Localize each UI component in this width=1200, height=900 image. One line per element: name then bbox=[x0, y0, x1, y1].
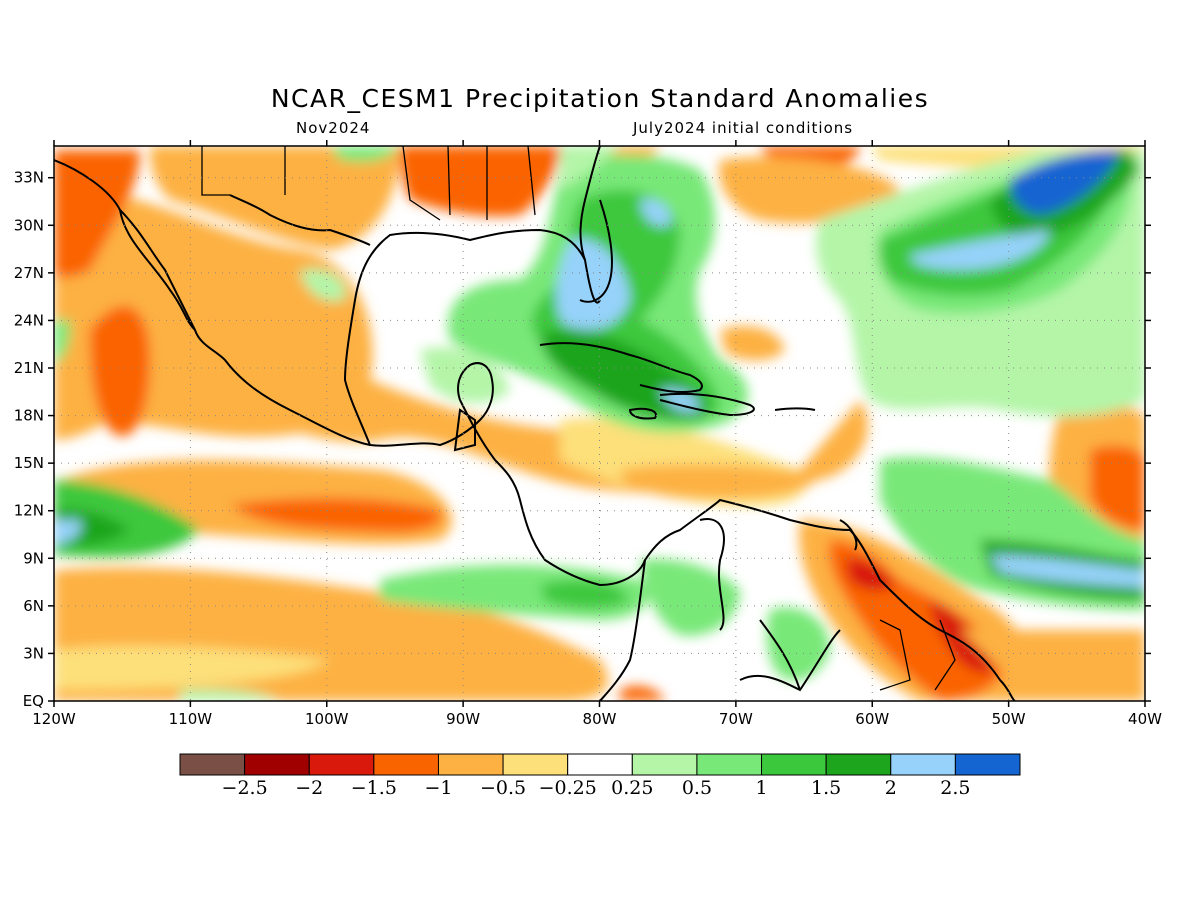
lat-tick-label: 21N bbox=[14, 359, 44, 377]
colorbar-swatch bbox=[761, 753, 827, 776]
lat-tick-label: 12N bbox=[14, 502, 44, 520]
colorbar-swatch bbox=[631, 753, 698, 776]
colorbar-swatch bbox=[437, 753, 504, 776]
valid-month-label: Nov2024 bbox=[296, 119, 371, 137]
colorbar-swatch bbox=[179, 753, 246, 776]
coastlines bbox=[54, 146, 1016, 701]
lat-tick-label: 9N bbox=[23, 549, 44, 567]
lon-tick-label: 120W bbox=[32, 710, 76, 728]
colorbar-swatch bbox=[373, 753, 439, 776]
colorbar-label: −2.5 bbox=[222, 777, 268, 799]
lon-tick-label: 50W bbox=[992, 710, 1026, 728]
anomaly-field bbox=[54, 146, 1145, 701]
colorbar-label: 0.25 bbox=[611, 777, 653, 799]
colorbar-swatch bbox=[890, 753, 956, 776]
lon-tick-label: 60W bbox=[855, 710, 889, 728]
lat-tick-label: 6N bbox=[23, 597, 44, 615]
colorbar-label: −1 bbox=[424, 777, 452, 799]
lat-tick-label: 18N bbox=[14, 407, 44, 425]
lat-tick-label: 3N bbox=[23, 644, 44, 662]
colorbar-swatch bbox=[696, 753, 763, 776]
colorbar-swatch bbox=[308, 753, 375, 776]
colorbar-swatch bbox=[502, 753, 569, 776]
lat-tick-label: 27N bbox=[14, 264, 44, 282]
colorbar-label: 2.5 bbox=[940, 777, 970, 799]
lat-tick-label: 24N bbox=[14, 311, 44, 329]
lat-tick-label: 15N bbox=[14, 454, 44, 472]
lat-tick-label: 30N bbox=[14, 216, 44, 234]
gridlines bbox=[54, 146, 1145, 701]
lat-tick-label: EQ bbox=[23, 692, 44, 710]
lon-tick-label: 100W bbox=[305, 710, 349, 728]
lon-tick-label: 90W bbox=[446, 710, 480, 728]
colorbar: −2.5 −2 −1.5 −1 −0.5 −0.25 0.25 0.5 1 1.5 2 2.5 bbox=[179, 753, 1021, 799]
colorbar-label: −1.5 bbox=[351, 777, 397, 799]
colorbar-label: −2 bbox=[295, 777, 323, 799]
colorbar-swatch bbox=[825, 753, 892, 776]
lat-tick-label: 33N bbox=[14, 169, 44, 187]
colorbar-label: −0.5 bbox=[480, 777, 526, 799]
colorbar-swatch bbox=[954, 753, 1021, 776]
lon-tick-label: 40W bbox=[1128, 710, 1162, 728]
init-conditions-label: July2024 initial conditions bbox=[633, 119, 854, 137]
chart-title: NCAR_CESM1 Precipitation Standard Anomal… bbox=[270, 84, 930, 113]
colorbar-label: 2 bbox=[885, 777, 897, 799]
lon-tick-label: 70W bbox=[719, 710, 753, 728]
lon-tick-label: 80W bbox=[583, 710, 617, 728]
colorbar-label: 1.5 bbox=[811, 777, 841, 799]
colorbar-label: −0.25 bbox=[539, 777, 597, 799]
colorbar-swatch bbox=[567, 753, 633, 776]
lon-tick-label: 110W bbox=[169, 710, 213, 728]
colorbar-label: 1 bbox=[755, 777, 767, 799]
colorbar-swatch bbox=[244, 753, 310, 776]
colorbar-label: 0.5 bbox=[682, 777, 712, 799]
political-borders bbox=[201, 145, 956, 691]
